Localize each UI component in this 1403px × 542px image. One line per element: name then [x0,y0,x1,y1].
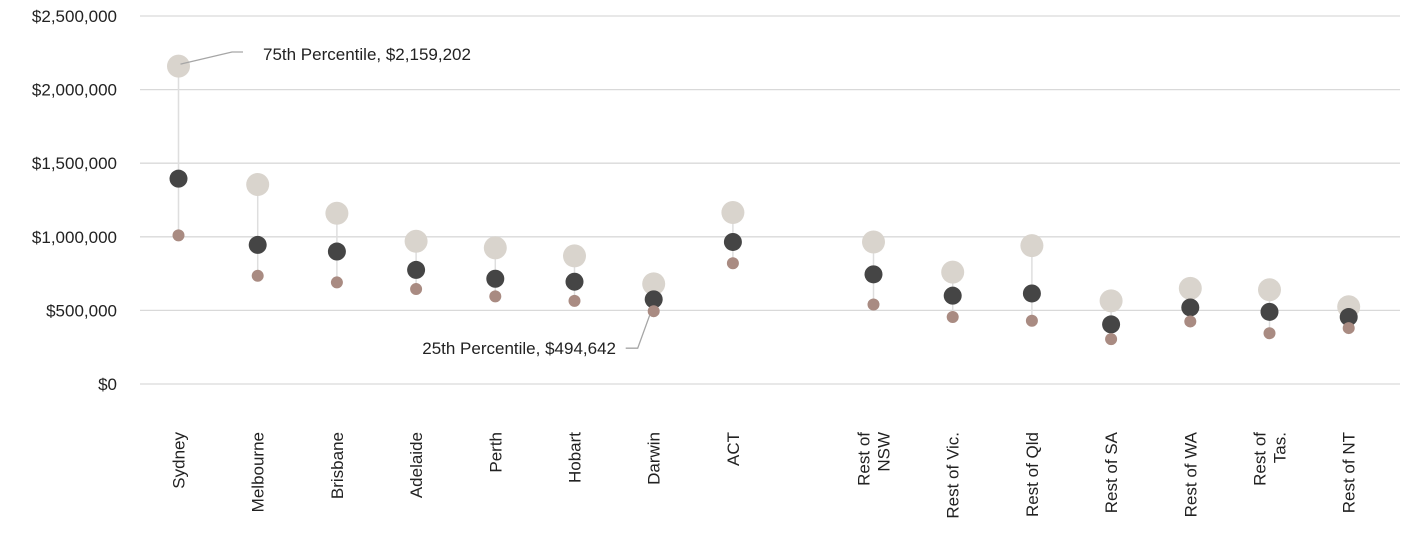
x-tick-label: Adelaide [407,432,426,498]
x-tick-label: Rest ofTas. [1251,432,1290,486]
x-tick-label: Rest of Vic. [944,432,963,519]
y-axis-tick-labels: $0 $500,000 $1,000,000 $1,500,000 $2,000,000… [32,7,117,394]
median-point [486,269,505,288]
p25-point [1184,315,1197,328]
x-tick-label: Sydney [170,432,189,489]
y-tick-label: $1,500,000 [32,154,117,173]
median-point [407,260,426,279]
median-point [1181,298,1200,317]
p25-point [489,290,502,303]
x-tick-label: ACT [724,432,743,466]
p75-point [1258,278,1281,302]
p25-point [1342,322,1355,335]
x-tick-label: Rest of NT [1340,432,1359,513]
median-point [644,290,663,309]
p25-point [726,257,739,270]
y-tick-label: $500,000 [46,301,117,320]
p25-point [946,311,959,324]
p25-point [867,298,880,311]
p25-point [251,269,264,282]
gridlines [140,15,1400,385]
annotation-leader [625,314,651,349]
p75-point [563,244,586,268]
x-axis-tick-labels: Sydney Melbourne Brisbane Adelaide Perth Hoba… [170,431,1359,518]
median-point [169,169,188,188]
p75-point [246,173,270,197]
median-point [565,272,584,291]
annotations: 75th Percentile, $2,159,202 25th Percenti… [180,45,651,358]
p25-point [1105,333,1118,346]
x-tick-label: Brisbane [328,432,347,499]
x-tick-label: Hobart [566,432,585,483]
median-point [327,242,346,261]
p75-point [1178,276,1202,300]
y-tick-label: $0 [98,375,117,394]
data-points [167,54,1361,346]
annotation-label: 75th Percentile, $2,159,202 [263,45,471,64]
median-point [248,235,267,254]
x-tick-label: Melbourne [249,432,268,512]
p25-point [330,276,343,289]
p75-point [325,201,349,225]
p75-point [862,230,885,254]
x-tick-label: Rest of SA [1102,431,1121,513]
range-lines [177,66,1350,340]
p75-point [167,54,190,78]
median-point [1260,302,1279,321]
median-point [943,286,962,305]
p75-point [721,201,745,225]
p75-point [941,260,965,284]
x-tick-label: Rest ofNSW [855,432,894,486]
median-point [1022,284,1041,303]
p25-point [1263,327,1276,340]
median-point [1339,308,1358,327]
median-point [723,232,742,251]
p75-point [1099,289,1123,313]
p75-point [1020,234,1044,258]
p75-point [483,236,507,260]
y-tick-label: $2,000,000 [32,81,117,100]
annotation-leader [180,51,243,65]
annotation-label: 25th Percentile, $494,642 [422,339,616,358]
y-tick-label: $2,500,000 [32,7,117,26]
p25-point [172,229,185,242]
median-point [864,265,883,284]
x-tick-label: Darwin [645,432,664,485]
p75-point [642,272,666,296]
p75-point [404,229,428,253]
x-tick-label: Rest of WA [1181,431,1200,517]
p25-point [647,305,660,318]
x-tick-label: Rest of Qld [1023,432,1042,517]
x-tick-label: Perth [486,432,505,473]
y-tick-label: $1,000,000 [32,228,117,247]
p25-point [1025,314,1038,327]
p25-point [568,294,581,307]
median-point [1102,315,1121,334]
p25-point [410,283,423,296]
